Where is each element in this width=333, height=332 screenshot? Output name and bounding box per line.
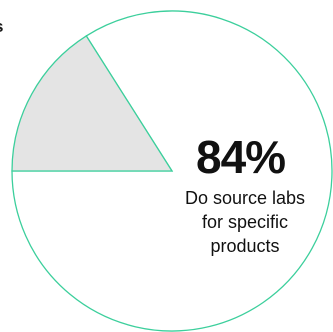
stat-value: 84% [196,131,286,183]
stat-caption: Do source labs for specific products [166,186,324,258]
stat-caption-line-3: products [210,236,280,256]
cut-off-label: s [0,18,3,35]
pie-slice-2 [11,35,174,172]
stat-caption-line-2: for specific [201,212,289,232]
stat-caption-line-1: Do source labs [184,188,306,208]
